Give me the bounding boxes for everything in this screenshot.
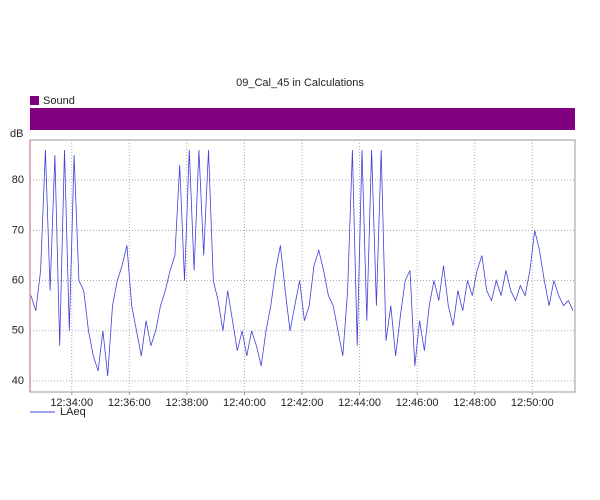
x-tick-label: 12:40:00 [223,397,266,409]
x-tick-label: 12:46:00 [396,397,439,409]
x-tick-label: 12:38:00 [165,397,208,409]
band-legend-label: Sound [43,95,75,107]
y-tick-label: 40 [12,375,24,387]
band-legend-swatch [30,96,39,105]
y-tick-label: 80 [12,174,24,186]
data-line [30,149,574,376]
x-tick-label: 12:34:00 [50,397,93,409]
x-tick-label: 12:48:00 [453,397,496,409]
x-tick-label: 12:36:00 [108,397,151,409]
x-tick-label: 12:42:00 [281,397,324,409]
x-tick-label: 12:50:00 [511,397,554,409]
y-tick-label: 70 [12,224,24,236]
x-tick-label: 12:44:00 [338,397,381,409]
band [30,108,575,130]
chart-title: 09_Cal_45 in Calculations [236,77,364,89]
y-tick-label: 60 [12,274,24,286]
y-tick-label: 50 [12,325,24,337]
y-axis-label: dB [10,128,23,140]
legend-label: LAeq [60,406,86,418]
